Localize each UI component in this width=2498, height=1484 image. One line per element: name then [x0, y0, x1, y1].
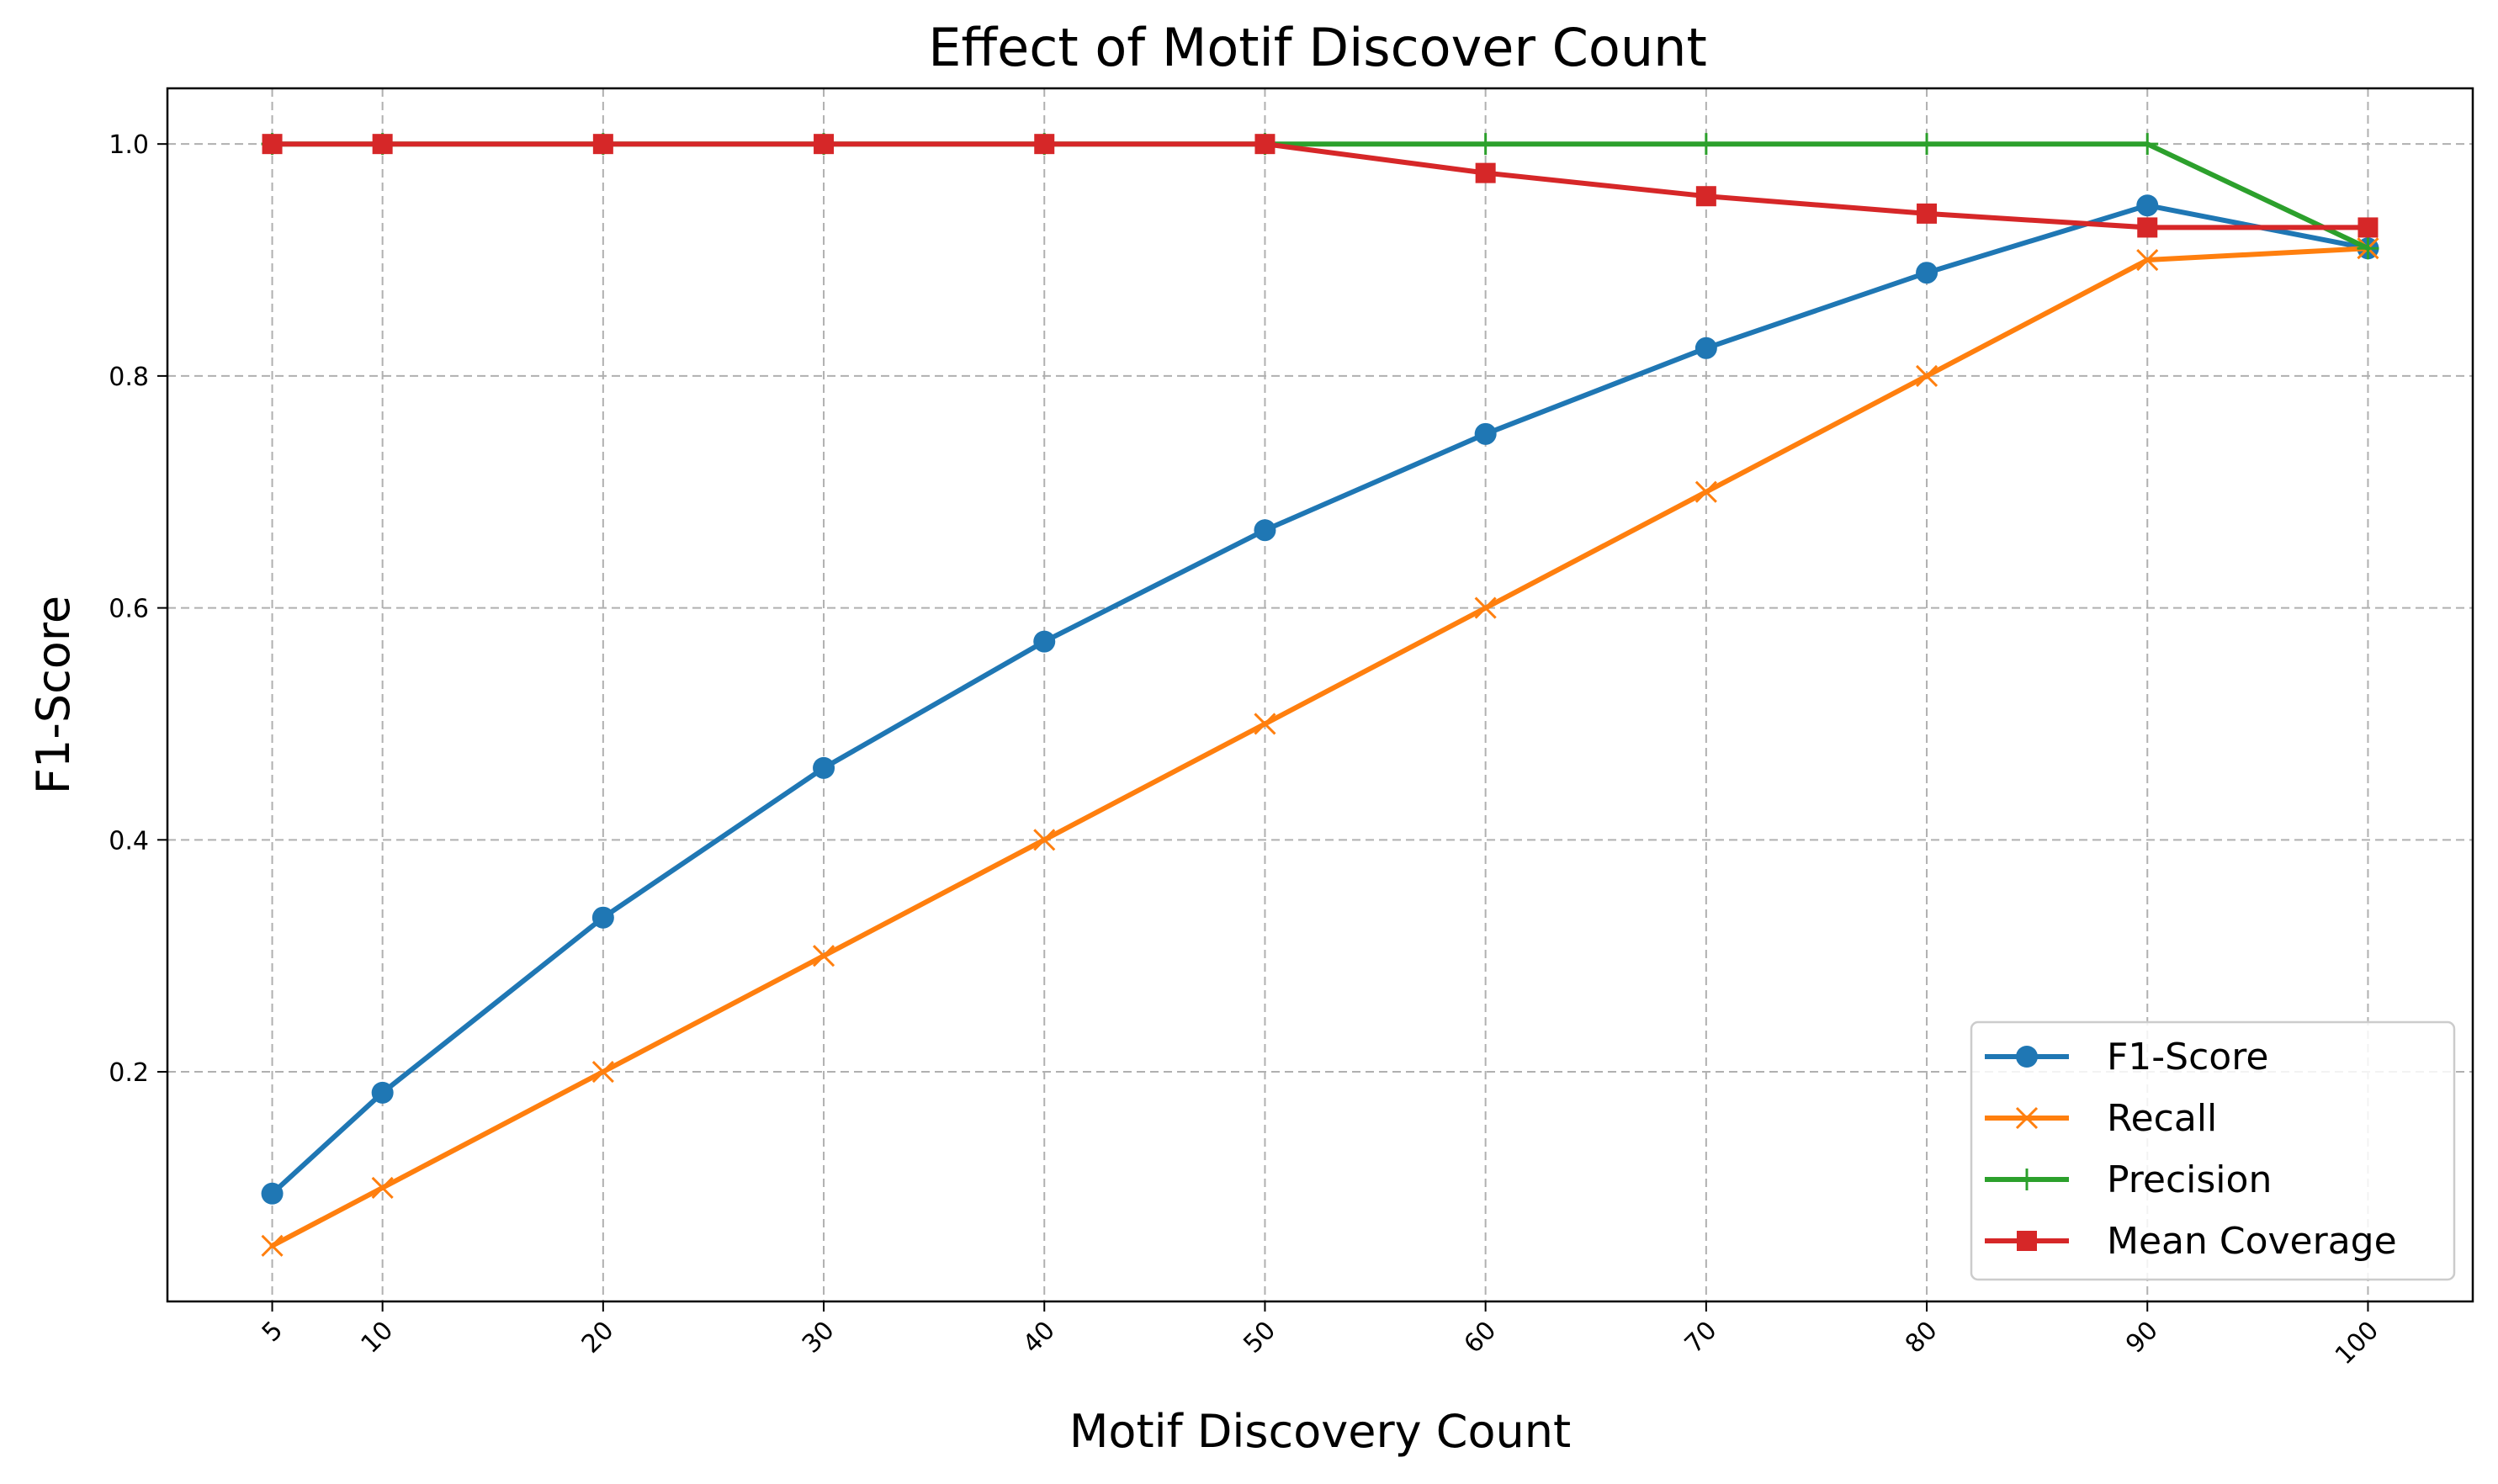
legend-items: F1-Score Recall Precision Mean Coverage	[1985, 1036, 2397, 1263]
y-tick-label: 0.6	[109, 595, 149, 624]
data-point-precision	[2136, 133, 2159, 156]
data-point-mean-coverage	[2137, 217, 2158, 238]
data-point-precision	[1695, 133, 1717, 156]
x-tick-label: 70	[1679, 1316, 1723, 1359]
legend-marker	[2016, 1169, 2038, 1190]
data-point-mean-coverage	[1254, 134, 1276, 155]
data-point-f1-score	[2136, 194, 2159, 217]
data-point-f1-score	[1254, 519, 1276, 542]
data-point-mean-coverage	[372, 134, 393, 155]
x-tick-label: 50	[1238, 1316, 1281, 1359]
legend-marker	[2017, 1231, 2037, 1251]
data-point-f1-score	[1474, 422, 1497, 445]
y-tick-label: 0.4	[109, 826, 149, 856]
series-recall	[261, 237, 2379, 1257]
legend-label: Mean Coverage	[2107, 1220, 2397, 1263]
legend-marker	[2015, 1106, 2039, 1130]
data-point-mean-coverage	[262, 134, 283, 155]
x-tick-label: 80	[1900, 1316, 1944, 1359]
legend-item-mean-coverage: Mean Coverage	[1985, 1220, 2397, 1263]
data-point-recall	[812, 945, 835, 967]
x-axis-title: Motif Discovery Count	[1069, 1405, 1571, 1458]
legend-marker	[2016, 1046, 2038, 1068]
data-point-mean-coverage	[2357, 217, 2379, 238]
x-tick-label: 5	[257, 1316, 289, 1348]
y-axis-title: F1-Score	[27, 596, 80, 794]
series-f1-score	[261, 194, 2379, 1205]
legend-label: Recall	[2107, 1097, 2217, 1140]
chart-title: Effect of Motif Discover Count	[928, 17, 1707, 78]
legend-item-f1-score: F1-Score	[1985, 1036, 2268, 1079]
series-layer	[261, 133, 2379, 1257]
legend-label: Precision	[2107, 1158, 2272, 1201]
data-point-mean-coverage	[1917, 203, 1938, 224]
data-point-f1-score	[591, 906, 614, 929]
data-point-precision	[1916, 133, 1938, 156]
x-tick-label: 90	[2120, 1316, 2164, 1359]
data-point-mean-coverage	[592, 134, 613, 155]
data-point-recall	[1474, 596, 1497, 619]
y-axis: 0.2 0.4 0.6 0.8 1.0	[109, 130, 167, 1088]
data-point-recall	[1695, 480, 1717, 503]
x-tick-label: 100	[2330, 1316, 2384, 1370]
x-tick-label: 20	[576, 1316, 620, 1359]
data-point-f1-score	[1033, 630, 1056, 653]
data-point-recall	[1254, 713, 1276, 735]
data-point-f1-score	[1916, 262, 1938, 284]
data-point-mean-coverage	[1034, 134, 1055, 155]
data-point-f1-score	[371, 1081, 394, 1104]
data-point-f1-score	[261, 1182, 284, 1205]
x-tick-label: 40	[1017, 1316, 1061, 1359]
plot-area	[166, 87, 2474, 1303]
legend-box	[1970, 1020, 2456, 1281]
data-point-recall	[261, 1234, 284, 1257]
data-point-mean-coverage	[814, 134, 835, 155]
legend-item-precision: Precision	[1985, 1158, 2272, 1201]
x-tick-label: 10	[356, 1316, 400, 1359]
data-point-recall	[2136, 248, 2159, 272]
x-tick-label: 60	[1459, 1316, 1503, 1359]
x-tick-label: 30	[797, 1316, 841, 1359]
data-point-recall	[591, 1060, 614, 1084]
data-point-f1-score	[1695, 337, 1717, 359]
legend-item-recall: Recall	[1985, 1097, 2217, 1140]
legend: F1-Score Recall Precision Mean Coverage	[1970, 1020, 2456, 1281]
data-point-precision	[1474, 133, 1497, 156]
y-tick-label: 1.0	[109, 130, 149, 160]
data-point-f1-score	[813, 756, 835, 779]
x-axis: 5 10 20 30 40 50 60 70 80 90 100	[257, 1301, 2384, 1370]
data-point-recall	[1033, 829, 1056, 851]
data-point-recall	[371, 1176, 394, 1199]
legend-label: F1-Score	[2107, 1036, 2268, 1079]
data-point-precision	[2357, 237, 2379, 260]
data-point-recall	[1915, 364, 1938, 387]
data-point-mean-coverage	[1475, 162, 1496, 183]
y-tick-label: 0.8	[109, 363, 149, 392]
series-line-mean-coverage	[269, 141, 2371, 231]
y-tick-label: 0.2	[109, 1058, 149, 1088]
data-point-mean-coverage	[1695, 186, 1716, 207]
series-mean-coverage	[262, 134, 2379, 238]
